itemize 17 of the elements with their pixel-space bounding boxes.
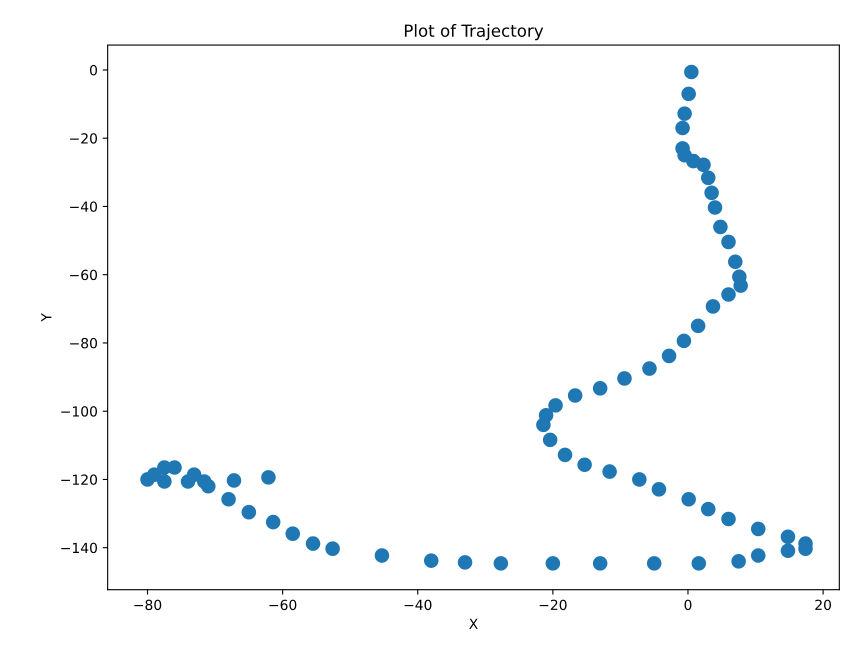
- y-tick-label: −140: [61, 542, 97, 554]
- y-tick-label: −100: [61, 406, 97, 417]
- y-tick-label: −120: [61, 474, 97, 485]
- chart-title: Plot of Trajectory: [404, 24, 544, 40]
- x-tick-label: 0: [684, 600, 692, 610]
- x-tick-label: −20: [540, 600, 567, 610]
- x-axis-title: X: [469, 618, 478, 629]
- y-tick-label: −40: [70, 201, 97, 212]
- y-tick-label: 0: [90, 64, 98, 76]
- y-tick-label: −60: [70, 270, 97, 280]
- y-axis-title: Y: [41, 313, 52, 322]
- x-tick-label: −40: [404, 600, 432, 610]
- x-tick-label: 20: [815, 600, 832, 610]
- y-tick-label: −80: [70, 338, 97, 348]
- x-tick-label: −60: [269, 600, 296, 610]
- y-tick-label: −20: [70, 133, 97, 144]
- x-tick-label: −80: [134, 600, 162, 610]
